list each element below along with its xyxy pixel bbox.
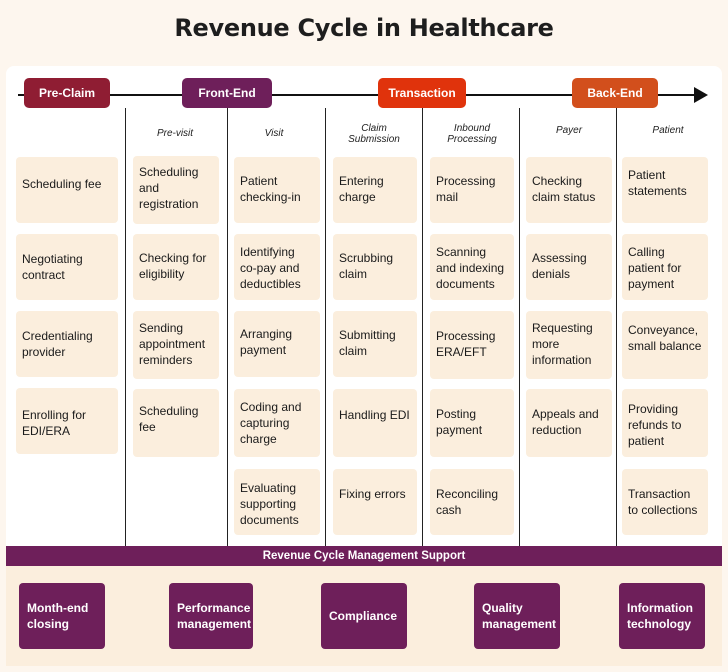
column-divider	[422, 108, 423, 546]
claim-submission-step: Entering charge	[333, 157, 417, 223]
support-item-compliance: Compliance	[321, 583, 407, 649]
pre-claim-step: Scheduling fee	[16, 157, 118, 223]
column-header-pre-visit: Pre-visit	[156, 128, 194, 139]
pre-visit-step: Scheduling and registration	[133, 156, 219, 224]
inbound-processing-step: Processing mail	[430, 157, 514, 223]
phase-back-end: Back-End	[572, 78, 658, 108]
column-divider	[519, 108, 520, 546]
column-header-visit: Visit	[264, 128, 284, 139]
pre-visit-step: Sending appointment reminders	[133, 311, 219, 379]
timeline-axis	[18, 94, 698, 96]
pre-visit-step: Scheduling fee	[133, 389, 219, 457]
inbound-processing-step: Posting payment	[430, 389, 514, 457]
column-divider	[227, 108, 228, 546]
visit-step: Patient checking-in	[234, 157, 320, 223]
patient-step: Conveyance, small balance	[622, 311, 708, 379]
support-band: Revenue Cycle Management Support	[6, 546, 722, 566]
column-header-inbound-processing: Inbound Processing	[447, 123, 497, 145]
timeline-arrowhead	[694, 87, 708, 103]
pre-claim-step: Negotiating contract	[16, 234, 118, 300]
phase-transaction: Transaction	[378, 78, 466, 108]
column-divider	[325, 108, 326, 546]
visit-step: Identifying co-pay and deductibles	[234, 234, 320, 300]
patient-step: Providing refunds to patient	[622, 389, 708, 457]
pre-claim-step: Enrolling for EDI/ERA	[16, 388, 118, 454]
visit-step: Arranging payment	[234, 311, 320, 377]
patient-step: Patient statements	[622, 157, 708, 223]
support-item-performance-management: Performance management	[169, 583, 253, 649]
column-header-payer: Payer	[555, 125, 583, 136]
claim-submission-step: Scrubbing claim	[333, 234, 417, 300]
claim-submission-step: Submitting claim	[333, 311, 417, 377]
visit-step: Coding and capturing charge	[234, 389, 320, 457]
column-divider	[616, 108, 617, 546]
visit-step: Evaluating supporting documents	[234, 469, 320, 535]
payer-step: Appeals and reduction	[526, 389, 612, 457]
claim-submission-step: Fixing errors	[333, 469, 417, 535]
payer-step: Checking claim status	[526, 157, 612, 223]
payer-step: Assessing denials	[526, 234, 612, 300]
column-header-patient: Patient	[652, 125, 684, 136]
support-item-quality-management: Quality management	[474, 583, 560, 649]
support-item-month-end-closing: Month-end closing	[19, 583, 105, 649]
inbound-processing-step: Scanning and indexing documents	[430, 234, 514, 300]
column-divider	[125, 108, 126, 546]
inbound-processing-step: Processing ERA/EFT	[430, 311, 514, 379]
phase-pre-claim: Pre-Claim	[24, 78, 110, 108]
payer-step: Requesting more information	[526, 311, 612, 379]
column-header-claim-submission: Claim Submission	[348, 123, 400, 145]
support-item-information-technology: Information technology	[619, 583, 705, 649]
phase-front-end: Front-End	[182, 78, 272, 108]
pre-claim-step: Credentialing provider	[16, 311, 118, 377]
pre-visit-step: Checking for eligibility	[133, 234, 219, 300]
inbound-processing-step: Reconciling cash	[430, 469, 514, 535]
claim-submission-step: Handling EDI	[333, 389, 417, 457]
patient-step: Calling patient for payment	[622, 234, 708, 300]
page-title: Revenue Cycle in Healthcare	[174, 14, 554, 42]
patient-step: Transaction to collections	[622, 469, 708, 535]
